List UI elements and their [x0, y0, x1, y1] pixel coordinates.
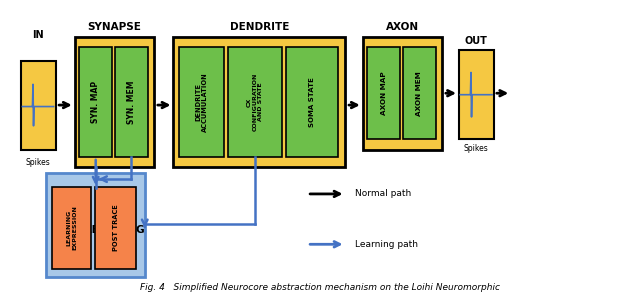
Text: SYN. MEM: SYN. MEM — [127, 80, 136, 124]
FancyBboxPatch shape — [367, 47, 400, 139]
FancyBboxPatch shape — [75, 37, 154, 167]
Text: Spikes: Spikes — [464, 144, 488, 152]
FancyBboxPatch shape — [52, 187, 91, 269]
FancyBboxPatch shape — [179, 47, 225, 157]
Text: Normal path: Normal path — [355, 190, 412, 199]
FancyBboxPatch shape — [363, 37, 442, 150]
Text: DENDRITE: DENDRITE — [230, 22, 289, 33]
Text: Fig. 4   Simplified Neurocore abstraction mechanism on the Loihi Neuromorphic: Fig. 4 Simplified Neurocore abstraction … — [140, 283, 500, 292]
Text: Spikes: Spikes — [26, 158, 50, 167]
FancyBboxPatch shape — [228, 47, 282, 157]
Text: IN: IN — [32, 30, 44, 40]
Text: DENDRITE
ACCUMULATION: DENDRITE ACCUMULATION — [195, 72, 208, 132]
Text: CX
CONFIGURATION
AND STATE: CX CONFIGURATION AND STATE — [246, 73, 263, 131]
Text: AXON MEM: AXON MEM — [417, 71, 422, 116]
Text: SYN. MAP: SYN. MAP — [91, 81, 100, 123]
Text: Learning path: Learning path — [355, 240, 418, 249]
Text: SOMA STATE: SOMA STATE — [309, 77, 316, 127]
Text: SYNAPSE: SYNAPSE — [87, 22, 141, 33]
FancyBboxPatch shape — [403, 47, 436, 139]
FancyBboxPatch shape — [46, 173, 145, 277]
Text: OUT: OUT — [465, 36, 488, 46]
Text: AXON MAP: AXON MAP — [381, 71, 387, 115]
FancyBboxPatch shape — [459, 50, 494, 139]
FancyBboxPatch shape — [173, 37, 346, 167]
Text: AXON: AXON — [387, 22, 419, 33]
Text: LEARNING: LEARNING — [85, 225, 145, 235]
FancyBboxPatch shape — [115, 47, 148, 157]
FancyBboxPatch shape — [95, 187, 136, 269]
FancyBboxPatch shape — [79, 47, 112, 157]
FancyBboxPatch shape — [20, 61, 56, 150]
Text: LEARNING
EXPRESSION: LEARNING EXPRESSION — [66, 205, 77, 251]
FancyBboxPatch shape — [286, 47, 339, 157]
Text: POST TRACE: POST TRACE — [113, 205, 119, 251]
